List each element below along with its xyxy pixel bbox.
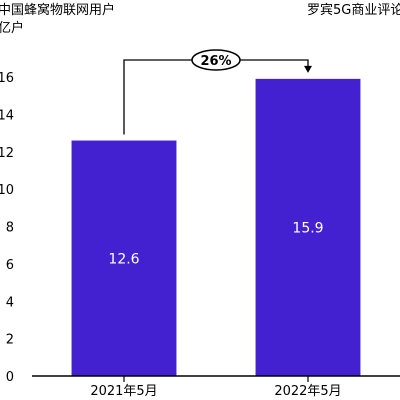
growth-annotation: 26% <box>123 49 312 135</box>
growth-badge-label: 26% <box>200 54 231 69</box>
bar <box>71 140 177 376</box>
growth-badge <box>191 49 241 71</box>
source-label: 罗宾5G商业评论 <box>307 2 400 18</box>
y-tick-label: 14 <box>0 108 14 123</box>
bar-value-label: 15.9 <box>292 220 323 236</box>
y-tick-label: 12 <box>0 146 14 161</box>
y-tick-label: 8 <box>6 221 14 236</box>
y-tick-label: 10 <box>0 183 14 198</box>
chart-subtitle: 亿户 <box>0 20 24 36</box>
y-tick-label: 16 <box>0 71 14 86</box>
y-tick-label: 6 <box>6 258 14 273</box>
growth-arrow-head <box>304 65 312 73</box>
chart-title: 中国蜂窝物联网用户 <box>0 2 115 18</box>
y-tick-label: 0 <box>6 370 14 385</box>
y-tick-label: 4 <box>6 295 14 310</box>
y-axis: 0 2 4 6 8 10 12 14 16 <box>0 71 14 385</box>
x-axis: 2021年5月 2022年5月 <box>90 376 342 399</box>
bar-series: 12.6 15.9 <box>71 78 361 377</box>
bar <box>255 78 361 377</box>
y-tick-label: 2 <box>6 333 14 348</box>
x-tick-label: 2021年5月 <box>90 384 157 399</box>
x-tick-label: 2022年5月 <box>274 384 341 399</box>
bar-value-label: 12.6 <box>108 251 139 267</box>
